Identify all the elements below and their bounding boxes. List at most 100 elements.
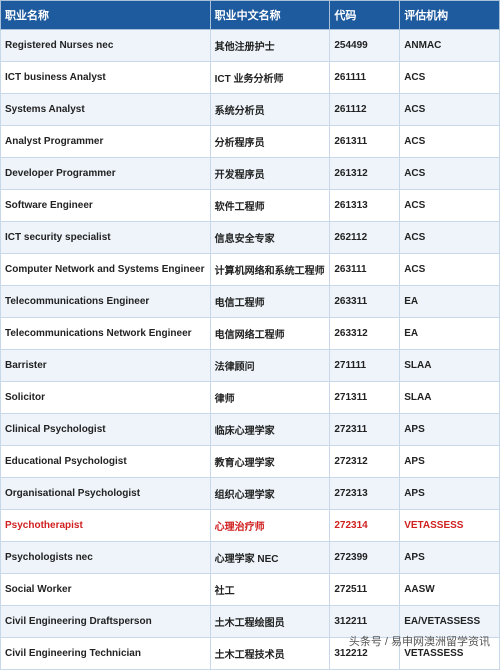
cell-en: Software Engineer xyxy=(1,190,211,222)
table-row: Software Engineer软件工程师261313ACS xyxy=(1,190,500,222)
cell-en: Systems Analyst xyxy=(1,94,211,126)
cell-en: Registered Nurses nec xyxy=(1,30,211,62)
cell-en: Educational Psychologist xyxy=(1,446,211,478)
cell-code: 261111 xyxy=(330,62,400,94)
table-row: Analyst Programmer分析程序员261311ACS xyxy=(1,126,500,158)
cell-en: Computer Network and Systems Engineer xyxy=(1,254,211,286)
cell-code: 271311 xyxy=(330,382,400,414)
cell-org: APS xyxy=(400,446,500,478)
cell-org: EA xyxy=(400,286,500,318)
occupations-table: 职业名称 职业中文名称 代码 评估机构 Registered Nurses ne… xyxy=(0,0,500,670)
header-en: 职业名称 xyxy=(1,1,211,30)
cell-org: AASW xyxy=(400,574,500,606)
cell-org: ANMAC xyxy=(400,30,500,62)
cell-cn: 电信网络工程师 xyxy=(210,318,330,350)
cell-code: 272399 xyxy=(330,542,400,574)
cell-org: APS xyxy=(400,542,500,574)
cell-code: 262112 xyxy=(330,222,400,254)
cell-org: ACS xyxy=(400,62,500,94)
cell-en: Social Worker xyxy=(1,574,211,606)
cell-cn: 教育心理学家 xyxy=(210,446,330,478)
table-row: Psychologists nec心理学家 NEC272399APS xyxy=(1,542,500,574)
cell-en: Psychologists nec xyxy=(1,542,211,574)
cell-en: Telecommunications Network Engineer xyxy=(1,318,211,350)
cell-cn: 计算机网络和系统工程师 xyxy=(210,254,330,286)
cell-org: SLAA xyxy=(400,350,500,382)
cell-cn: 组织心理学家 xyxy=(210,478,330,510)
table-row: Organisational Psychologist组织心理学家272313A… xyxy=(1,478,500,510)
cell-cn: 心理学家 NEC xyxy=(210,542,330,574)
cell-org: APS xyxy=(400,478,500,510)
cell-en: ICT business Analyst xyxy=(1,62,211,94)
table-row: Registered Nurses nec其他注册护士254499ANMAC xyxy=(1,30,500,62)
cell-code: 254499 xyxy=(330,30,400,62)
cell-en: Analyst Programmer xyxy=(1,126,211,158)
cell-org: ACS xyxy=(400,222,500,254)
cell-code: 261313 xyxy=(330,190,400,222)
table-row: Telecommunications Engineer电信工程师263311EA xyxy=(1,286,500,318)
cell-en: Barrister xyxy=(1,350,211,382)
cell-cn: 开发程序员 xyxy=(210,158,330,190)
cell-cn: 法律顾问 xyxy=(210,350,330,382)
cell-code: 261311 xyxy=(330,126,400,158)
cell-en: ICT security specialist xyxy=(1,222,211,254)
cell-en: Clinical Psychologist xyxy=(1,414,211,446)
cell-org: SLAA xyxy=(400,382,500,414)
header-code: 代码 xyxy=(330,1,400,30)
cell-code: 272312 xyxy=(330,446,400,478)
cell-code: 272313 xyxy=(330,478,400,510)
cell-en: Civil Engineering Draftsperson xyxy=(1,606,211,638)
cell-code: 271111 xyxy=(330,350,400,382)
table-body: Registered Nurses nec其他注册护士254499ANMACIC… xyxy=(1,30,500,670)
cell-cn: 系统分析员 xyxy=(210,94,330,126)
table-row: Barrister法律顾问271111SLAA xyxy=(1,350,500,382)
cell-code: 272314 xyxy=(330,510,400,542)
cell-en: Psychotherapist xyxy=(1,510,211,542)
cell-cn: 社工 xyxy=(210,574,330,606)
cell-org: ACS xyxy=(400,158,500,190)
table-row: ICT business AnalystICT 业务分析师261111ACS xyxy=(1,62,500,94)
cell-code: 272311 xyxy=(330,414,400,446)
table-row: Systems Analyst系统分析员261112ACS xyxy=(1,94,500,126)
table-row: Telecommunications Network Engineer电信网络工… xyxy=(1,318,500,350)
cell-cn: 其他注册护士 xyxy=(210,30,330,62)
cell-code: 261312 xyxy=(330,158,400,190)
cell-en: Organisational Psychologist xyxy=(1,478,211,510)
cell-cn: 信息安全专家 xyxy=(210,222,330,254)
cell-org: ACS xyxy=(400,190,500,222)
cell-code: 263312 xyxy=(330,318,400,350)
cell-code: 261112 xyxy=(330,94,400,126)
cell-org: EA xyxy=(400,318,500,350)
cell-org: APS xyxy=(400,414,500,446)
table-row: Educational Psychologist教育心理学家272312APS xyxy=(1,446,500,478)
cell-code: 272511 xyxy=(330,574,400,606)
cell-en: Telecommunications Engineer xyxy=(1,286,211,318)
table-row: ICT security specialist信息安全专家262112ACS xyxy=(1,222,500,254)
cell-org: ACS xyxy=(400,254,500,286)
table-row: Psychotherapist心理治疗师272314VETASSESS xyxy=(1,510,500,542)
cell-org: ACS xyxy=(400,94,500,126)
cell-code: 263111 xyxy=(330,254,400,286)
cell-cn: ICT 业务分析师 xyxy=(210,62,330,94)
cell-en: Solicitor xyxy=(1,382,211,414)
table-row: Clinical Psychologist临床心理学家272311APS xyxy=(1,414,500,446)
cell-cn: 电信工程师 xyxy=(210,286,330,318)
cell-cn: 心理治疗师 xyxy=(210,510,330,542)
cell-cn: 律师 xyxy=(210,382,330,414)
cell-en: Developer Programmer xyxy=(1,158,211,190)
header-row: 职业名称 职业中文名称 代码 评估机构 xyxy=(1,1,500,30)
cell-org: VETASSESS xyxy=(400,510,500,542)
table-row: Solicitor律师271311SLAA xyxy=(1,382,500,414)
table-row: Computer Network and Systems Engineer计算机… xyxy=(1,254,500,286)
cell-cn: 土木工程绘图员 xyxy=(210,606,330,638)
cell-cn: 临床心理学家 xyxy=(210,414,330,446)
cell-cn: 软件工程师 xyxy=(210,190,330,222)
cell-en: Civil Engineering Technician xyxy=(1,638,211,670)
header-org: 评估机构 xyxy=(400,1,500,30)
table-row: Developer Programmer开发程序员261312ACS xyxy=(1,158,500,190)
cell-code: 263311 xyxy=(330,286,400,318)
cell-cn: 分析程序员 xyxy=(210,126,330,158)
cell-org: ACS xyxy=(400,126,500,158)
table-row: Social Worker社工272511AASW xyxy=(1,574,500,606)
header-cn: 职业中文名称 xyxy=(210,1,330,30)
